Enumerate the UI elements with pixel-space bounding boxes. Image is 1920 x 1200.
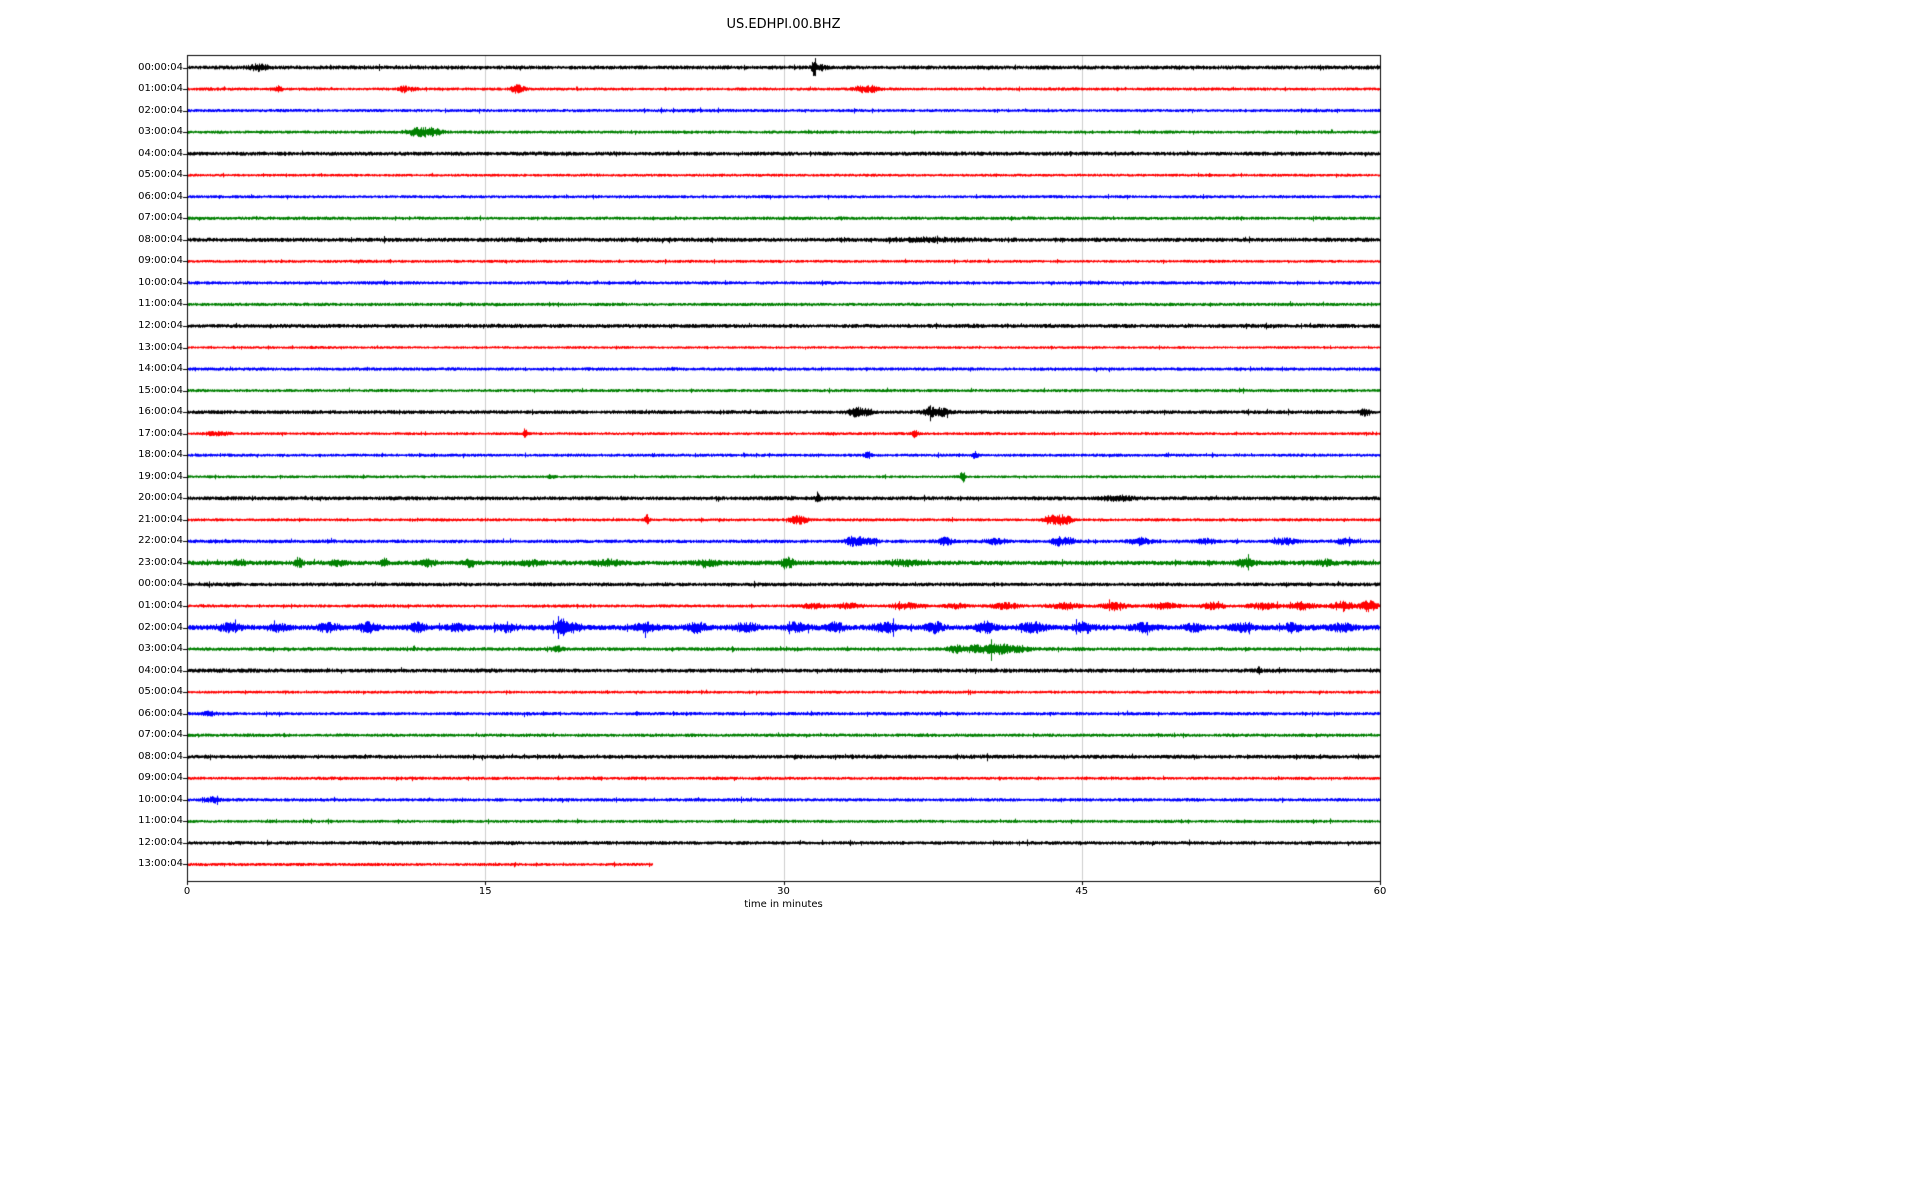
y-tick-label: 09:00:04 (138, 255, 183, 267)
y-tick-label: 05:00:04 (138, 686, 183, 698)
y-tick-label: 20:00:04 (138, 492, 183, 504)
y-tick-label: 11:00:04 (138, 815, 183, 827)
y-tick-label: 13:00:04 (138, 341, 183, 353)
y-tick-label: 16:00:04 (138, 406, 183, 418)
y-tick-label: 21:00:04 (138, 513, 183, 525)
y-tick-label: 23:00:04 (138, 556, 183, 568)
y-tick-label: 05:00:04 (138, 169, 183, 181)
y-tick-label: 07:00:04 (138, 729, 183, 741)
y-tick-label: 12:00:04 (138, 836, 183, 848)
y-tick-label: 19:00:04 (138, 470, 183, 482)
x-tick-label: 30 (777, 886, 790, 897)
y-tick-label: 18:00:04 (138, 449, 183, 461)
y-tick-label: 03:00:04 (138, 126, 183, 138)
y-tick-label: 04:00:04 (138, 147, 183, 159)
y-tick-label: 06:00:04 (138, 707, 183, 719)
y-tick-label: 02:00:04 (138, 621, 183, 633)
y-tick-label: 01:00:04 (138, 83, 183, 95)
y-tick-label: 08:00:04 (138, 750, 183, 762)
y-tick-label: 15:00:04 (138, 384, 183, 396)
y-tick-label: 01:00:04 (138, 600, 183, 611)
y-tick-label: 00:00:04 (138, 61, 183, 73)
x-tick-label: 0 (183, 886, 191, 897)
y-tick-label: 06:00:04 (138, 190, 183, 202)
y-tick-label: 00:00:04 (138, 578, 183, 590)
x-tick-label: 45 (1075, 886, 1089, 897)
y-tick-label: 14:00:04 (138, 363, 183, 375)
y-tick-label: 22:00:04 (138, 535, 183, 547)
y-tick-label: 17:00:04 (138, 427, 183, 439)
y-tick-label: 10:00:04 (138, 276, 183, 288)
y-tick-label: 07:00:04 (138, 212, 183, 224)
y-tick-label: 04:00:04 (138, 664, 183, 676)
y-tick-label: 13:00:04 (138, 858, 183, 870)
x-tick-label: 15 (478, 886, 492, 897)
y-tick-label: 10:00:04 (138, 793, 183, 805)
y-tick-label: 02:00:04 (138, 104, 183, 116)
chart-title: US.EDHPI.00.BHZ (726, 17, 841, 32)
x-tick-label: 60 (1373, 886, 1387, 897)
y-tick-label: 12:00:04 (138, 319, 183, 331)
y-tick-label: 03:00:04 (138, 643, 183, 655)
y-tick-label: 11:00:04 (138, 298, 183, 310)
y-tick-label: 08:00:04 (138, 233, 183, 245)
x-axis-label: time in minutes (744, 899, 823, 910)
y-tick-label: 09:00:04 (138, 772, 183, 784)
